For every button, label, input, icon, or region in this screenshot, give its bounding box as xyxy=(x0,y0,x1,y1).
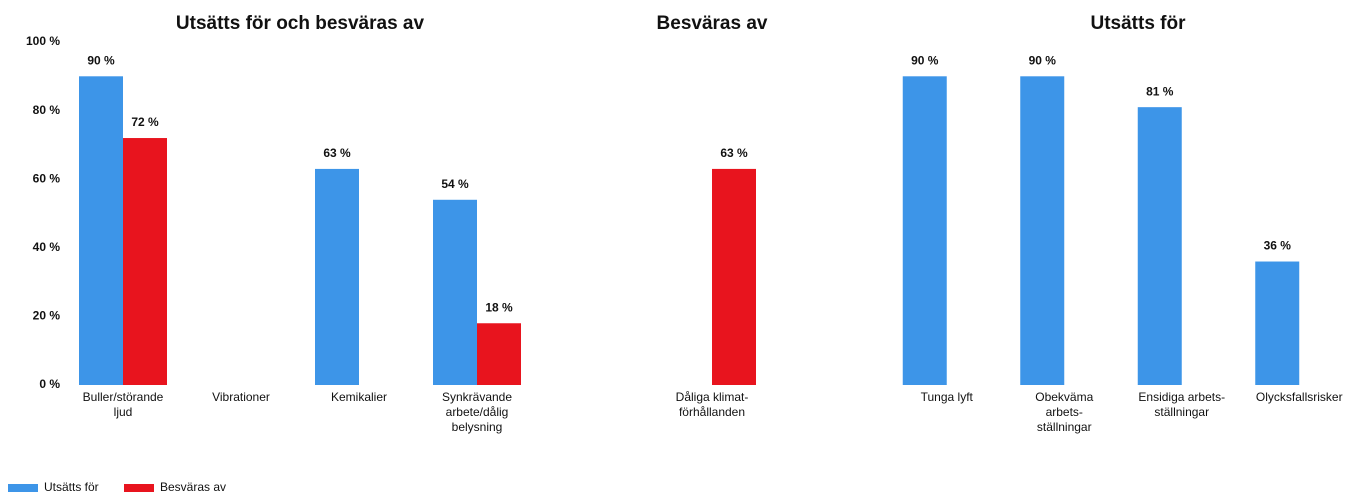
x-tick-label: Obekväma arbets-ställningar xyxy=(1035,390,1093,434)
value-label: 18 % xyxy=(485,300,513,314)
bar xyxy=(712,168,756,385)
x-tick-label: Dåliga klimat-förhållanden xyxy=(676,390,749,419)
bar xyxy=(315,168,359,385)
chart-title: Utsätts för och besväras av xyxy=(176,13,425,34)
bar xyxy=(902,76,947,386)
value-label: 54 % xyxy=(441,177,469,191)
x-tick-label: Tunga lyft xyxy=(921,390,974,404)
y-tick-label: 0 % xyxy=(39,377,60,391)
value-label: 90 % xyxy=(911,53,939,67)
x-tick-label: Ensidiga arbets-ställningar xyxy=(1138,390,1225,419)
bar xyxy=(79,76,123,386)
chart-title: Utsätts för xyxy=(1090,13,1186,34)
value-label: 63 % xyxy=(323,146,351,160)
y-tick-label: 60 % xyxy=(33,171,61,185)
x-tick-label: Synkrävande arbete/dålig belysning xyxy=(442,390,512,434)
bar xyxy=(1137,107,1182,386)
x-tick-label: Olycksfallsrisker xyxy=(1256,390,1343,404)
legend-label: Besväras av xyxy=(160,480,226,494)
value-label: 36 % xyxy=(1264,239,1292,253)
bar xyxy=(433,199,477,385)
legend-swatch xyxy=(8,484,38,492)
x-tick-label: Kemikalier xyxy=(331,390,387,404)
bar xyxy=(1255,261,1300,385)
legend-label: Utsätts för xyxy=(44,480,99,494)
bar xyxy=(477,323,521,385)
value-label: 90 % xyxy=(1029,53,1057,67)
value-label: 63 % xyxy=(720,146,748,160)
y-tick-label: 40 % xyxy=(33,240,61,254)
bar xyxy=(123,138,167,385)
y-tick-label: 20 % xyxy=(33,309,61,323)
legend-swatch xyxy=(124,484,154,492)
chart-title: Besväras av xyxy=(657,13,768,34)
x-tick-label: Buller/störande ljud xyxy=(83,390,164,419)
value-label: 72 % xyxy=(131,115,159,129)
bar xyxy=(1020,76,1065,386)
x-tick-label: Vibrationer xyxy=(212,390,270,404)
value-label: 90 % xyxy=(87,53,115,67)
y-tick-label: 100 % xyxy=(26,34,60,48)
y-tick-label: 80 % xyxy=(33,103,61,117)
value-label: 81 % xyxy=(1146,84,1174,98)
